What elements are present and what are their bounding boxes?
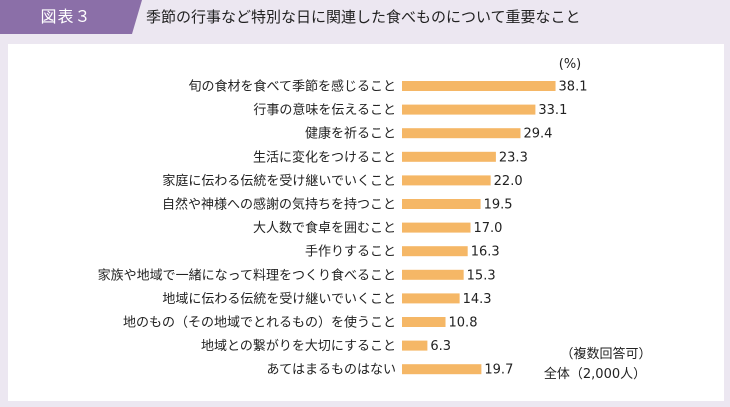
category-label: 地のもの（その地域でとれるもの）を使うこと [123, 315, 396, 331]
bar [402, 269, 464, 280]
bar [402, 222, 471, 233]
bar-chart: (%) 旬の食材を食べて季節を感じること 38.1 行事の意味を伝えること 33.1 健康… [98, 57, 652, 382]
value-label: 14.3 [463, 292, 492, 307]
bar [402, 175, 491, 186]
bar [402, 246, 468, 257]
value-label: 6.3 [430, 339, 451, 354]
bar [402, 81, 556, 91]
bar [402, 317, 446, 327]
figure-header: 図表３ 季節の行事など特別な日に関連した食べものについて重要なこと [0, 0, 730, 34]
category-label: 生活に変化をつけること [253, 149, 396, 165]
value-label: 23.3 [499, 150, 528, 165]
category-label: 手作りすること [305, 245, 396, 260]
value-label: 19.7 [484, 363, 513, 378]
category-label: 地域との繋がりを大切にすること [201, 338, 396, 354]
category-label: 家庭に伝わる伝統を受け継いでいくこと [162, 173, 396, 189]
value-label: 29.4 [523, 127, 552, 142]
value-label: 15.3 [467, 268, 496, 283]
category-label: 健康を祈ること [305, 126, 396, 142]
value-label: 10.8 [449, 316, 478, 331]
value-label: 33.1 [538, 103, 567, 118]
category-label: 行事の意味を伝えること [253, 102, 396, 118]
value-label: 22.0 [494, 174, 523, 189]
figure-title: 季節の行事など特別な日に関連した食べものについて重要なこと [146, 8, 581, 26]
category-label: 地域に伝わる伝統を受け継いでいくこと [162, 292, 396, 307]
figure-label: 図表３ [0, 0, 142, 34]
value-label: 17.0 [474, 221, 503, 236]
value-label: 19.5 [484, 198, 513, 213]
value-label: 16.3 [471, 245, 500, 260]
bar [402, 364, 482, 375]
unit-label: (%) [559, 57, 582, 72]
category-label: 大人数で食卓を囲むこと [253, 220, 396, 236]
bar [402, 104, 536, 115]
bar [402, 128, 521, 139]
category-label: 旬の食材を食べて季節を感じること [189, 79, 396, 95]
bar [402, 340, 428, 351]
chart-panel: (%) 旬の食材を食べて季節を感じること 38.1 行事の意味を伝えること 33.1 健康… [8, 44, 724, 401]
bar [402, 151, 496, 162]
bar [402, 199, 481, 209]
category-label: 家族や地域で一緒になって料理をつくり食べること [98, 267, 396, 283]
bar [402, 293, 460, 304]
category-label: 自然や神様への感謝の気持ちを持つこと [162, 197, 396, 213]
note-sample-size: 全体（2,000人） [544, 366, 646, 382]
value-label: 38.1 [559, 80, 588, 95]
category-label: あてはまるものはない [267, 363, 396, 378]
note-multiple-answers: （複数回答可） [560, 346, 651, 362]
